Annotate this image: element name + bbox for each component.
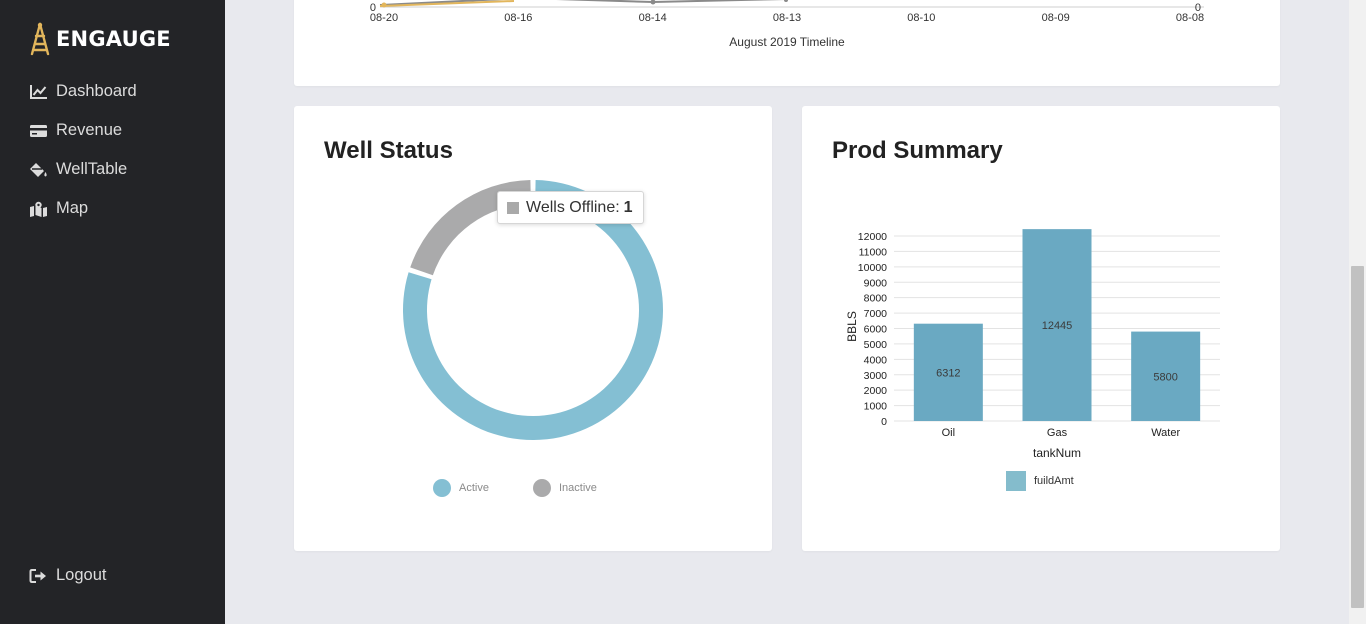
map-marked-icon	[29, 201, 48, 217]
sidebar-item-label: Map	[56, 199, 89, 217]
credit-card-icon	[29, 123, 48, 139]
bar-data-label: 12445	[1042, 320, 1073, 332]
timeline-card: 0 0 08-20 08-16 08-14 08-13 08-10 08-09 08-08 …	[294, 0, 1280, 86]
legend-label: Active	[459, 482, 489, 494]
y-tick-label: 3000	[864, 370, 888, 382]
prod-summary-bar-chart: 0 1000 2000 3000 4000 5000 6000 7000 8000 9000 100…	[845, 229, 1220, 460]
sidebar-nav: Dashboard Revenue WellTable Map	[0, 72, 225, 228]
scrollbar-thumb[interactable]	[1351, 266, 1364, 608]
tooltip-value: 1	[623, 198, 633, 216]
timeline-left-value: 0	[370, 2, 376, 14]
y-tick-label: 2000	[864, 385, 888, 397]
y-tick-label: 8000	[864, 293, 888, 305]
legend-label: fuildAmt	[1034, 475, 1074, 487]
y-tick-label: 1000	[864, 401, 888, 413]
brand-name: ENGAUGE	[56, 27, 171, 51]
y-axis-label: BBLS	[845, 311, 859, 342]
bar-data-label: 5800	[1153, 371, 1177, 383]
legend-label: Inactive	[559, 482, 597, 494]
sidebar-item-label: WellTable	[56, 160, 128, 178]
bar-gas[interactable]	[1022, 229, 1092, 421]
y-tick-label: 0	[881, 416, 887, 428]
prod-summary-title: Prod Summary	[832, 137, 1003, 164]
bar-data-label: 6312	[936, 367, 960, 379]
timeline-chart: 0 0 08-20 08-16 08-14 08-13 08-10 08-09 08-08	[370, 0, 1204, 24]
timeline-tick-label: 08-14	[639, 12, 667, 24]
x-tick-label: Water	[1151, 427, 1180, 439]
x-axis-label: tankNum	[1033, 446, 1081, 460]
well-status-card: Well Status Wells Offline: 1 Active Inac…	[294, 106, 772, 551]
page-scrollbar[interactable]	[1349, 0, 1366, 624]
y-tick-label: 4000	[864, 354, 888, 366]
well-status-title: Well Status	[324, 137, 453, 164]
sidebar-item-dashboard[interactable]: Dashboard	[0, 72, 225, 111]
legend-dot-active	[433, 479, 451, 497]
sidebar-item-label: Dashboard	[56, 82, 137, 100]
y-tick-label: 11000	[859, 246, 888, 258]
timeline-point[interactable]	[784, 0, 788, 2]
prod-summary-card: Prod Summary 0 1000 2000 3000 4000 5000 6000 70…	[802, 106, 1280, 551]
sidebar: ENGAUGE Dashboard Revenue WellTable Map	[0, 0, 225, 624]
timeline-point[interactable]	[381, 2, 387, 8]
y-tick-label: 7000	[864, 308, 888, 320]
logout-label: Logout	[56, 566, 107, 584]
timeline-series-line	[379, 0, 787, 6]
bar-water[interactable]	[1131, 331, 1201, 421]
oil-derrick-icon	[30, 22, 50, 56]
timeline-point[interactable]	[650, 0, 656, 5]
timeline-tick-label: 08-08	[1176, 12, 1204, 24]
bar-legend[interactable]: fuildAmt	[1006, 471, 1074, 491]
timeline-tick-label: 08-10	[907, 12, 935, 24]
timeline-series-line-gold	[379, 0, 515, 7]
timeline-right-value: 0	[1195, 2, 1201, 14]
legend-item-inactive[interactable]: Inactive	[533, 479, 597, 497]
sidebar-item-revenue[interactable]: Revenue	[0, 111, 225, 150]
tooltip-swatch	[507, 201, 519, 214]
bar-oil[interactable]	[913, 323, 983, 421]
line-chart-icon	[29, 84, 48, 100]
fill-drip-icon	[29, 162, 48, 178]
sidebar-item-label: Revenue	[56, 121, 123, 139]
y-tick-label: 6000	[864, 324, 888, 336]
y-tick-label: 10000	[858, 262, 887, 274]
y-tick-label: 12000	[858, 231, 887, 243]
timeline-tick-label: 08-09	[1042, 12, 1070, 24]
sidebar-item-welltable[interactable]: WellTable	[0, 150, 225, 189]
sidebar-item-map[interactable]: Map	[0, 189, 225, 228]
legend-item-active[interactable]: Active	[433, 479, 489, 497]
tooltip-label: Wells Offline:	[526, 198, 620, 216]
brand-logo[interactable]: ENGAUGE	[29, 22, 171, 56]
timeline-axis-title: August 2019 Timeline	[729, 35, 845, 49]
timeline-tick-label: 08-16	[504, 12, 532, 24]
logout-section: Logout	[0, 556, 225, 595]
y-tick-label: 9000	[864, 277, 888, 289]
legend-swatch-fuildamt	[1006, 471, 1026, 491]
x-tick-label: Gas	[1047, 427, 1068, 439]
timeline-tick-label: 08-20	[370, 12, 398, 24]
chart-tooltip: Wells Offline: 1	[497, 191, 644, 224]
sign-out-icon	[29, 568, 48, 584]
logout-button[interactable]: Logout	[0, 556, 225, 595]
y-tick-label: 5000	[864, 339, 888, 351]
timeline-tick-label: 08-13	[773, 12, 801, 24]
x-tick-label: Oil	[942, 427, 955, 439]
legend-dot-inactive	[533, 479, 551, 497]
